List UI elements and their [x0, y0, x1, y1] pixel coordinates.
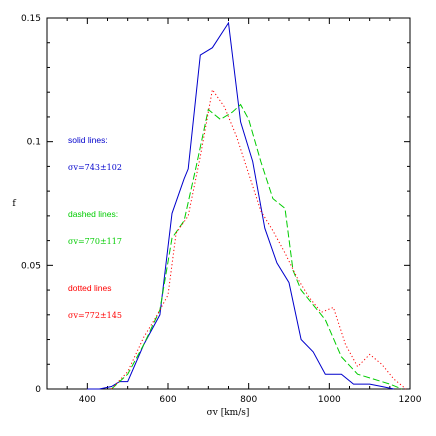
x-axis-label: σv [km/s]: [207, 408, 250, 418]
y-tick-label: 0.05: [21, 261, 41, 271]
tick-marks: [46, 17, 411, 390]
series-layer: [87, 21, 407, 390]
annotation-solid-value: σv=743±102: [68, 163, 122, 172]
annotation-dashed-label: dashed lines:: [68, 209, 118, 219]
x-tick-label: 400: [79, 395, 96, 405]
series-line-dashed: [111, 103, 403, 390]
series-line-solid: [87, 21, 395, 390]
annotation-dotted-value: σv=772±145: [68, 311, 122, 320]
y-tick-label: 0.15: [21, 14, 41, 24]
annotation-solid: solid lines: σv=743±102: [68, 135, 122, 172]
x-tick-label: 1200: [399, 395, 422, 405]
x-tick-label: 1000: [318, 395, 341, 405]
annotation-dashed-value: σv=770±117: [68, 237, 122, 246]
plot-frame: [46, 17, 411, 390]
annotation-dotted-label: dotted lines: [68, 283, 111, 293]
y-tick-label: 0: [35, 385, 41, 395]
x-tick-label: 600: [159, 395, 176, 405]
annotation-dashed: dashed lines: σv=770±117: [68, 209, 122, 246]
y-axis-label: f: [12, 199, 16, 209]
tick-labels: 400 600 800 1000 1200 0 0.05 0.1 0.15: [21, 14, 422, 405]
annotation-solid-label: solid lines:: [68, 135, 108, 145]
y-tick-label: 0.1: [27, 138, 41, 148]
x-tick-label: 800: [240, 395, 257, 405]
series-line-dotted: [111, 88, 407, 390]
annotation-dotted: dotted lines σv=772±145: [68, 283, 122, 320]
